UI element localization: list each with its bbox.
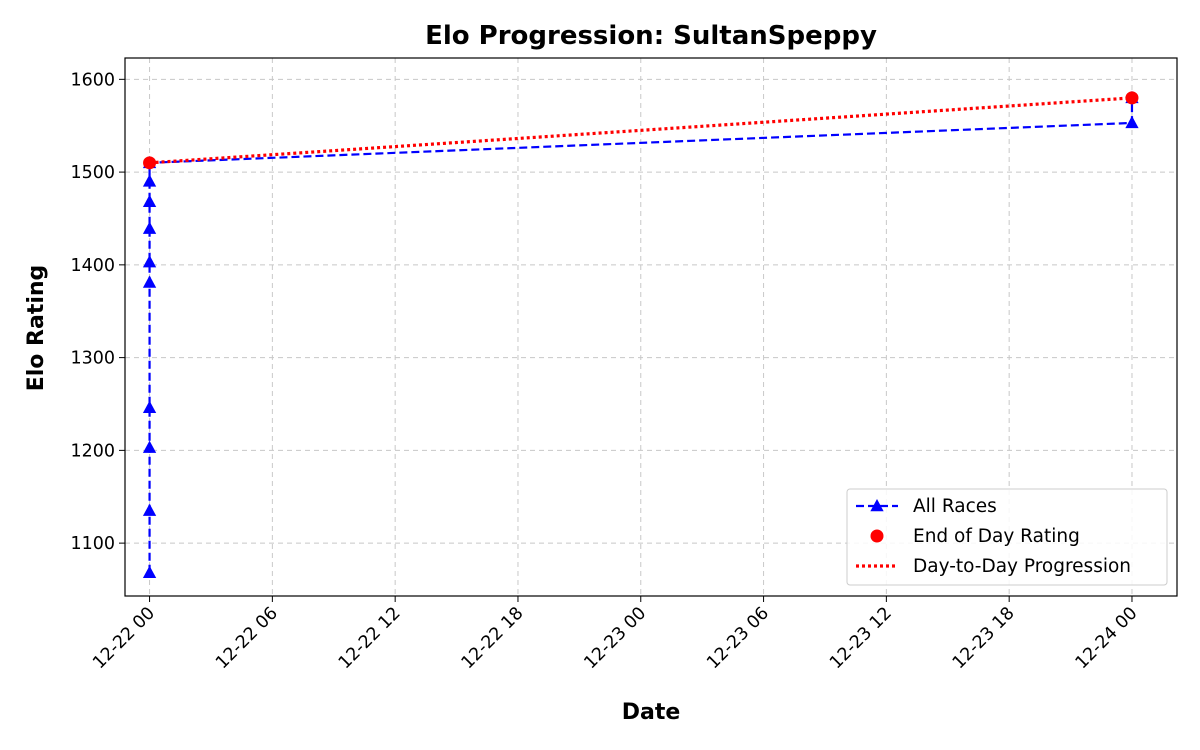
- y-tick-label: 1100: [70, 534, 115, 554]
- x-tick-label: 12-24 00: [1072, 603, 1142, 673]
- all-races-point: [142, 194, 157, 208]
- all-races-point: [142, 255, 157, 268]
- x-axis-label: Date: [622, 700, 681, 725]
- legend: All Races End of Day Rating Day-to-Day Pro…: [846, 488, 1168, 586]
- end-of-day-point: [143, 156, 157, 170]
- x-tick-label: 12-23 12: [826, 603, 896, 673]
- x-tick-label: 12-23 06: [703, 603, 773, 673]
- x-tick-label: 12-22 06: [212, 603, 282, 673]
- plot-area: [142, 90, 1139, 579]
- all-races-point: [142, 275, 157, 288]
- x-tick-label: 12-22 12: [335, 603, 405, 673]
- chart-title: Elo Progression: SultanSpeppy: [425, 21, 877, 51]
- all-races-point: [142, 174, 157, 187]
- y-axis-label: Elo Rating: [24, 265, 49, 392]
- all-races-point: [142, 503, 157, 516]
- x-tick-label: 12-23 18: [949, 603, 1019, 673]
- plot-frame: [124, 57, 1178, 597]
- y-tick-label: 1600: [70, 70, 115, 90]
- all-races-point: [142, 565, 157, 579]
- all-races-point: [142, 221, 157, 234]
- y-tick-label: 1500: [70, 163, 115, 183]
- series-day-to-day-line: [149, 96, 1133, 165]
- legend-label: Day-to-Day Progression: [913, 556, 1131, 577]
- y-tick-label: 1300: [70, 349, 115, 369]
- x-tick-label: 12-22 18: [458, 603, 528, 673]
- y-tick-label: 1400: [70, 256, 115, 276]
- end-of-day-point: [1125, 91, 1139, 105]
- legend-label: End of Day Rating: [913, 526, 1080, 547]
- x-tick-label: 12-22 00: [89, 603, 159, 673]
- all-races-point: [142, 400, 157, 413]
- legend-box: [846, 488, 1168, 586]
- legend-all-races-marker: [870, 499, 884, 512]
- y-tick-label: 1200: [70, 441, 115, 461]
- legend-end-of-day-marker: [870, 529, 884, 543]
- x-tick-label: 12-23 00: [581, 603, 651, 673]
- all-races-point: [1125, 115, 1139, 129]
- series-all-races-line: [148, 97, 1134, 573]
- all-races-point: [142, 440, 157, 453]
- legend-label: All Races: [913, 496, 997, 517]
